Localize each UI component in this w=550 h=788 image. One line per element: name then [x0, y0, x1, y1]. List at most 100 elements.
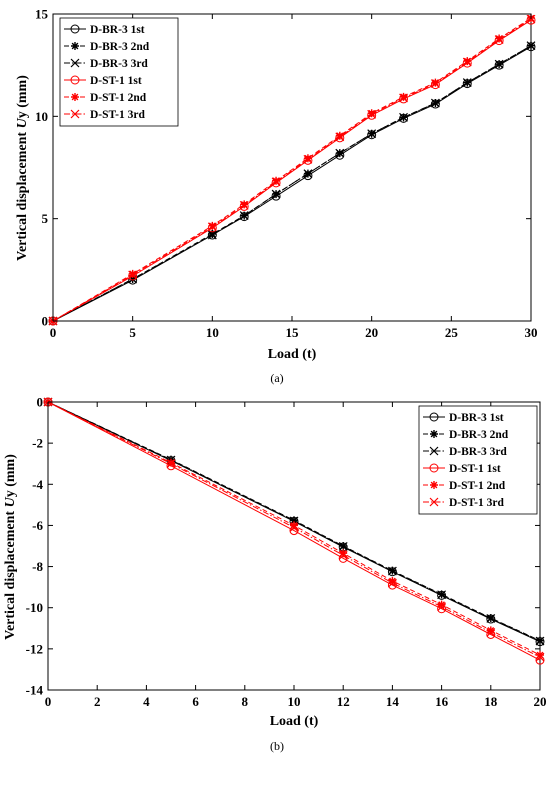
legend-entry-label: D-BR-3 1st: [90, 24, 145, 36]
series-line: [47, 401, 541, 658]
data-point-x: [437, 602, 447, 612]
data-point-x: [335, 132, 345, 142]
data-point-x: [367, 109, 377, 119]
data-point-x: [399, 112, 408, 122]
series-line: [47, 401, 541, 661]
data-point-x: [486, 627, 496, 637]
y-tick-label: 0: [37, 395, 44, 410]
data-point-x: [462, 57, 472, 67]
data-point-star: [388, 576, 397, 585]
x-tick-label: 5: [129, 325, 136, 340]
data-point-circle: [429, 412, 439, 422]
data-point-x: [437, 590, 447, 600]
legend-entry-label: D-ST-1 1st: [449, 463, 501, 475]
legend: D-BR-3 1st D-BR-3 2nd D-BR-3 3rd D-ST-1 1st…: [59, 17, 179, 127]
data-point-circle: [70, 75, 80, 85]
tick-labels: 0 2 4 6 8 10 12 14 16 18 20 -14 -12 -10 -8 -6 -4 -2 0: [26, 395, 547, 710]
data-point-x: [535, 652, 545, 662]
x-tick-label: 12: [337, 694, 350, 709]
x-tick-label: 30: [525, 325, 538, 340]
y-axis-label-prefix: Vertical displacement: [15, 128, 30, 260]
data-point-x: [494, 59, 504, 69]
x-tick-label: 10: [288, 694, 301, 709]
data-point-x: [303, 154, 313, 164]
data-point-star: [208, 230, 217, 239]
data-point-star: [486, 626, 495, 635]
data-point-x: [387, 566, 397, 576]
y-tick-label: -6: [32, 518, 43, 533]
data-point-x: [387, 578, 397, 588]
data-point-x: [367, 129, 377, 139]
legend-entry-label: D-BR-3 3rd: [449, 446, 507, 458]
x-tick-label: 15: [286, 325, 300, 340]
data-point-star: [167, 458, 175, 467]
data-point-star: [272, 176, 281, 185]
y-tick-label: -12: [26, 641, 43, 656]
x-tick-label: 0: [45, 694, 52, 709]
data-point-x: [271, 177, 281, 187]
y-tick-label: -10: [26, 600, 43, 615]
series-line: [47, 401, 541, 643]
chart-panel-a: 0 5 10 15 20 25 30 0 5 10 15 Load (t) Vertical dis…: [15, 7, 538, 386]
data-point-x: [289, 523, 299, 532]
x-tick-label: 14: [386, 694, 400, 709]
data-point-x: [526, 41, 536, 51]
series-line: [47, 401, 541, 656]
data-point-x: [166, 459, 176, 469]
y-axis-label-suffix: y (mm): [15, 75, 30, 118]
data-point-x: [303, 169, 313, 179]
data-point-x: [207, 222, 217, 232]
x-tick-label: 10: [206, 325, 219, 340]
data-point-x: [429, 497, 439, 507]
y-tick-label: -4: [32, 477, 43, 492]
data-point-star: [367, 109, 376, 118]
y-axis-label: Vertical displacement Uy (mm): [3, 454, 18, 640]
legend-entry-label: D-ST-1 3rd: [90, 109, 145, 121]
data-point-x: [128, 270, 138, 280]
data-point-star: [431, 78, 440, 87]
y-tick-label: -2: [32, 436, 43, 451]
chart-panel-b: 0 2 4 6 8 10 12 14 16 18 20 -14 -12 -10 -8 -6 -4 -2 0 Load…: [3, 395, 547, 754]
data-point-x: [430, 98, 440, 108]
data-point-star: [495, 34, 504, 43]
data-point-x: [486, 613, 496, 623]
x-axis-label: Load (t): [270, 714, 319, 729]
data-point-star: [290, 521, 298, 530]
data-point-x: [335, 148, 345, 158]
legend-box: [418, 405, 538, 515]
data-point-star: [399, 92, 408, 101]
data-point-star: [437, 600, 446, 609]
data-point-x: [462, 78, 472, 87]
data-point-x: [429, 446, 439, 456]
data-point-circle: [70, 24, 80, 34]
data-point-x: [338, 541, 348, 551]
data-point-star: [430, 481, 438, 489]
x-tick-label: 2: [94, 694, 101, 709]
x-tick-label: 20: [365, 325, 378, 340]
data-point-x: [494, 35, 504, 45]
data-point-x: [430, 79, 440, 89]
legend-entry-label: D-BR-3 3rd: [90, 58, 148, 70]
data-point-star: [303, 154, 312, 163]
legend-entry-label: D-BR-3 2nd: [90, 41, 150, 53]
data-point-star: [430, 430, 438, 438]
legend-entry-label: D-BR-3 2nd: [449, 429, 509, 441]
data-point-x: [70, 58, 80, 68]
legend-box: [59, 17, 179, 127]
legend: D-BR-3 1st D-BR-3 2nd D-BR-3 3rd D-ST-1 1st…: [418, 405, 538, 515]
x-tick-label: 25: [445, 325, 459, 340]
data-point-x: [338, 550, 348, 560]
y-axis-label: Vertical displacement Uy (mm): [15, 75, 30, 261]
y-tick-label: 5: [42, 211, 49, 226]
plot-marks: [48, 14, 536, 326]
x-tick-label: 6: [192, 694, 199, 709]
data-point-x: [70, 109, 80, 119]
y-axis-label-symbol: U: [3, 496, 18, 507]
data-point-x: [399, 93, 408, 103]
y-tick-label: -8: [32, 559, 43, 574]
x-tick-label: 16: [435, 694, 449, 709]
data-point-x: [239, 211, 249, 221]
y-axis-label-prefix: Vertical displacement: [3, 507, 18, 639]
data-point-star: [71, 42, 79, 50]
